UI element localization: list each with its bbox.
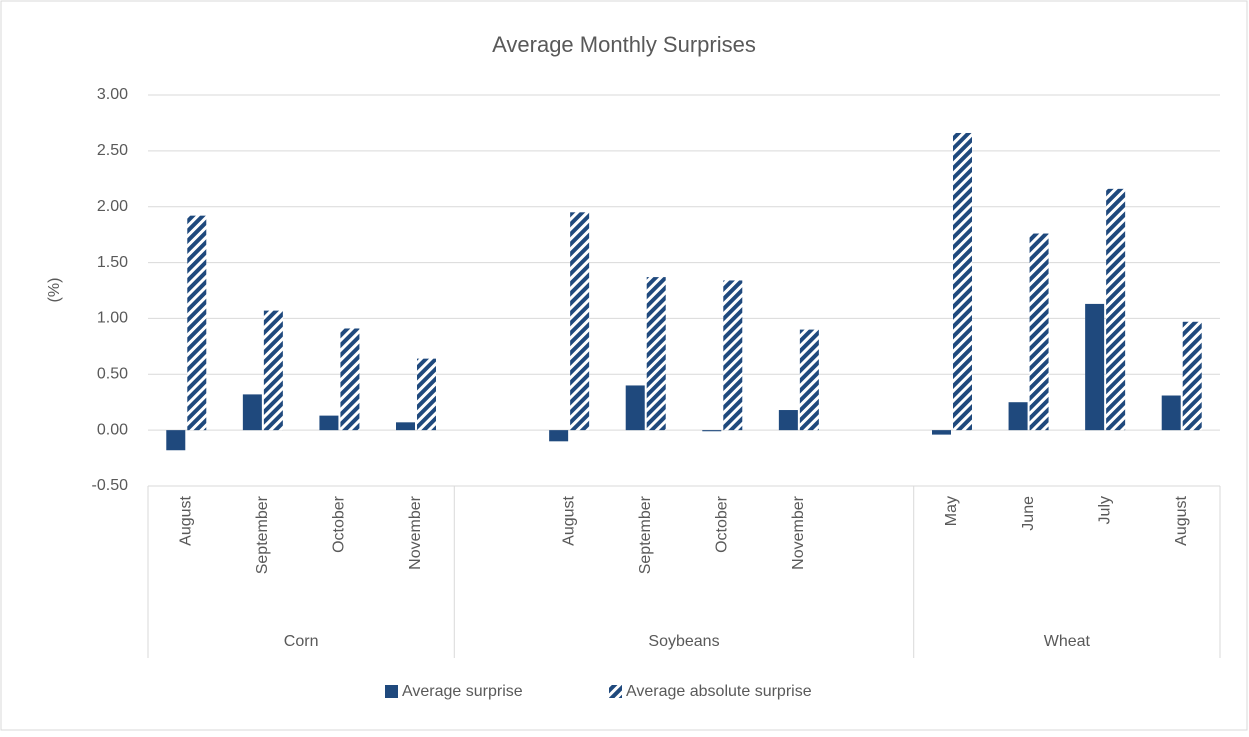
bar <box>242 394 262 431</box>
bar <box>1085 303 1105 431</box>
bar <box>187 215 207 431</box>
y-tick-label: 1.00 <box>97 310 128 327</box>
bar <box>953 132 972 431</box>
bar <box>263 310 283 431</box>
x-tick-label: September <box>637 495 654 574</box>
legend-swatch <box>609 685 622 698</box>
x-tick-label: August <box>1173 495 1190 545</box>
chart-title: Average Monthly Surprises <box>492 32 756 57</box>
bar <box>646 277 666 431</box>
bar <box>340 328 360 431</box>
x-tick-label: August <box>560 495 577 545</box>
legend-label: Average surprise <box>402 683 523 700</box>
x-tick-label: October <box>714 495 731 553</box>
bar <box>1161 395 1181 431</box>
bar <box>1106 188 1126 431</box>
y-tick-label: 2.50 <box>97 142 128 159</box>
y-tick-label: 2.00 <box>97 198 128 215</box>
group-label: Corn <box>284 633 319 650</box>
bar <box>319 415 339 431</box>
bar <box>396 422 415 431</box>
group-label: Wheat <box>1044 633 1091 650</box>
bar <box>549 430 569 442</box>
bar <box>932 430 951 435</box>
bar <box>799 329 819 431</box>
bar <box>570 212 590 431</box>
bar <box>702 430 722 432</box>
legend-label: Average absolute surprise <box>626 683 812 700</box>
y-tick-label: 3.00 <box>97 86 128 103</box>
bar <box>166 430 186 451</box>
x-tick-label: August <box>178 495 195 545</box>
x-tick-label: October <box>331 495 348 553</box>
x-tick-label: September <box>254 495 271 574</box>
legend-swatch <box>385 685 398 698</box>
bar <box>778 410 798 431</box>
group-label: Soybeans <box>648 633 719 650</box>
bar <box>1182 321 1202 431</box>
bar <box>625 385 645 431</box>
bar <box>1029 233 1049 431</box>
y-tick-label: 1.50 <box>97 254 128 271</box>
x-tick-label: November <box>790 495 807 569</box>
y-tick-label: 0.00 <box>97 421 128 438</box>
y-tick-label: -0.50 <box>92 477 129 494</box>
bar <box>723 280 743 431</box>
x-tick-label: May <box>943 496 960 526</box>
y-axis-label: (%) <box>46 278 63 303</box>
bar <box>1008 402 1028 431</box>
x-tick-label: June <box>1020 496 1037 531</box>
bar <box>417 358 436 431</box>
x-tick-label: July <box>1096 496 1113 524</box>
x-tick-label: November <box>407 495 424 569</box>
y-tick-label: 0.50 <box>97 366 128 383</box>
